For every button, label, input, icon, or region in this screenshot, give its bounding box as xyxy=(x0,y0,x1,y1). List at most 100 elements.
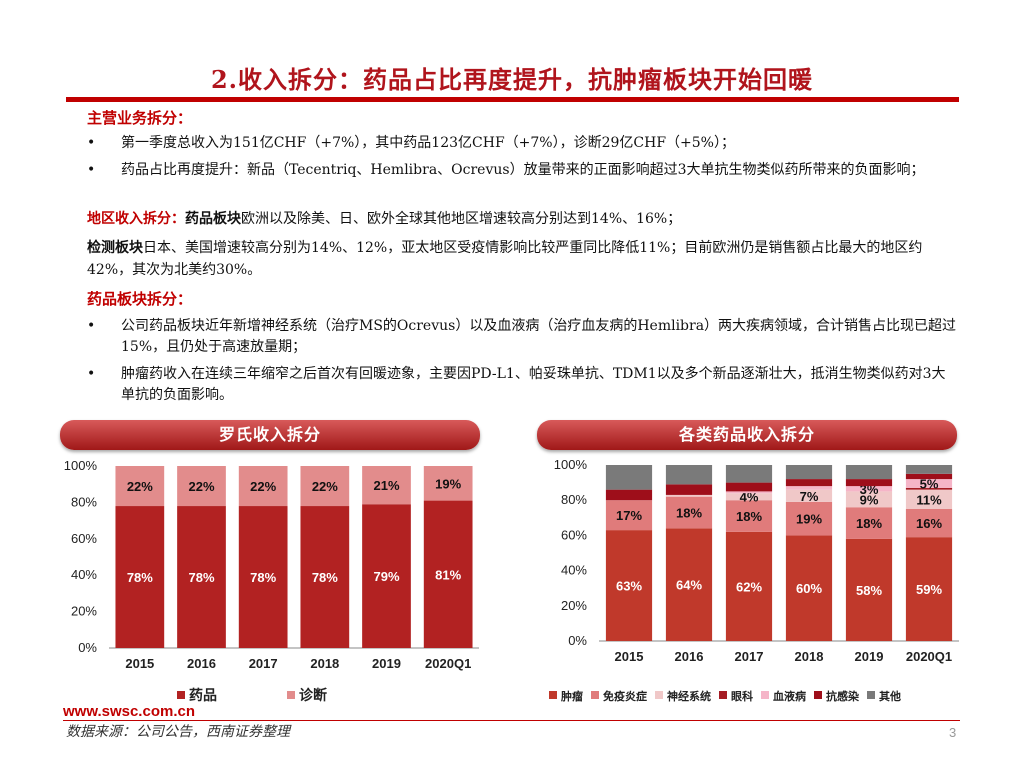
bar-segment xyxy=(785,501,833,536)
bar-segment xyxy=(845,486,893,492)
bullet-dot: • xyxy=(87,162,96,178)
data-label: 22% xyxy=(312,479,338,494)
legend-swatch xyxy=(867,691,875,699)
bar-segment xyxy=(177,506,226,648)
bar-segment xyxy=(725,465,773,483)
y-tick-label: 60% xyxy=(71,531,97,546)
region-diag-label: 检测板块 xyxy=(87,240,143,256)
x-tick-label: 2015 xyxy=(125,656,154,671)
data-label: 18% xyxy=(856,516,882,531)
x-tick-label: 2020Q1 xyxy=(906,649,952,664)
legend-label: 眼科 xyxy=(731,689,753,703)
chart-roche-revenue: 0% 20% 40% 60% 80% 100% 78% 22% 2015 78% 22% 2016 78… xyxy=(64,458,479,704)
legend-swatch xyxy=(814,691,822,699)
pharma-heading: 药品板块拆分： xyxy=(87,290,193,308)
bar-segment xyxy=(665,494,713,497)
bar-segment xyxy=(362,504,411,648)
data-label: 78% xyxy=(127,570,153,585)
slide-title: 2.收入拆分：药品占比再度提升，抗肿瘤板块开始回暖 xyxy=(210,65,814,94)
data-label: 7% xyxy=(800,489,819,504)
legend-label: 其他 xyxy=(879,689,901,703)
y-tick-label: 0% xyxy=(568,633,587,648)
x-tick-label: 2019 xyxy=(372,656,401,671)
data-label: 63% xyxy=(616,579,642,594)
y-tick-label: 100% xyxy=(64,458,98,473)
legend-swatch xyxy=(591,691,599,699)
chart-pharma-breakdown: 0% 20% 40% 60% 80% 100% 63% 17% 2015 64% 18% 2016 62… xyxy=(549,457,959,703)
bar-segment xyxy=(605,465,653,490)
data-label: 59% xyxy=(916,582,942,597)
x-tick-label: 2018 xyxy=(310,656,339,671)
data-label: 60% xyxy=(796,581,822,596)
region-diag-text: 日本、美国增速较高分别为14%、12%，亚太地区受疫情影响比较严重同比降低11%… xyxy=(87,240,923,278)
legend-label: 免疫炎症 xyxy=(603,689,647,703)
bar-segment xyxy=(300,466,350,507)
data-label: 64% xyxy=(676,578,702,593)
bar-segment xyxy=(423,466,473,501)
x-tick-label: 2017 xyxy=(735,649,764,664)
region-pharma-text: 欧洲以及除美、日、欧外全球其他地区增速较高分别达到14%、16%； xyxy=(241,211,682,227)
bar-segment xyxy=(665,465,713,485)
bar-segment xyxy=(845,491,893,508)
bar-segment xyxy=(785,465,833,480)
bullet-dot: • xyxy=(87,135,96,151)
bullet-text: 第一季度总收入为151亿CHF（+7%），其中药品123亿CHF（+7%），诊断… xyxy=(121,135,735,151)
x-tick-label: 2019 xyxy=(855,649,884,664)
footer-url[interactable]: www.swsc.com.cn xyxy=(63,703,195,720)
x-tick-label: 2017 xyxy=(249,656,278,671)
bullet-dot: • xyxy=(87,318,96,334)
region-pharma-label: 药品板块 xyxy=(185,211,241,227)
bar-segment xyxy=(785,479,833,487)
bar-segment xyxy=(605,489,653,501)
bar-segment xyxy=(905,489,953,509)
data-label: 81% xyxy=(435,567,461,582)
banner-left: 罗氏收入拆分 xyxy=(60,420,480,450)
y-tick-label: 100% xyxy=(554,457,588,472)
legend-swatch xyxy=(549,691,557,699)
bullet-text: 药品占比再度提升：新品（Tecentriq、Hemlibra、Ocrevus）放… xyxy=(121,162,925,178)
y-tick-label: 20% xyxy=(561,598,587,613)
title-underline xyxy=(66,97,959,102)
data-label: 58% xyxy=(856,583,882,598)
legend-swatch xyxy=(177,691,185,699)
region-heading: 地区收入拆分： xyxy=(87,211,185,227)
footer-divider xyxy=(63,720,960,721)
bar-segment xyxy=(725,531,773,641)
bar-segment xyxy=(845,465,893,480)
bullet-text: 公司药品板块近年新增神经系统（治疗MS的Ocrevus）以及血液病（治疗血友病的… xyxy=(121,318,957,355)
bullet-text: 肿瘤药收入在连续三年缩窄之后首次有回暖迹象，主要因PD-L1、帕妥珠单抗、TDM… xyxy=(121,366,946,403)
bar-segment xyxy=(845,538,893,641)
y-tick-label: 60% xyxy=(561,527,587,542)
business-heading: 主营业务拆分： xyxy=(87,109,193,127)
footer-source: 数据来源：公司公告，西南证券整理 xyxy=(66,724,290,740)
bar-segment xyxy=(300,506,350,648)
data-label: 4% xyxy=(740,490,759,505)
data-label: 11% xyxy=(916,492,942,507)
bar-segment xyxy=(665,528,713,641)
data-label: 79% xyxy=(373,569,399,584)
page-number: 3 xyxy=(949,725,957,740)
bar-segment xyxy=(238,506,288,648)
region-diag-line: 检测板块日本、美国增速较高分别为14%、12%，亚太地区受疫情影响比较严重同比降… xyxy=(87,237,957,281)
bar-segment xyxy=(785,489,833,502)
y-tick-label: 40% xyxy=(71,567,97,582)
data-label: 78% xyxy=(188,570,214,585)
data-label: 18% xyxy=(676,506,702,521)
legend-swatch xyxy=(719,691,727,699)
bar-segment xyxy=(423,500,473,648)
bar-segment xyxy=(362,466,411,505)
legend-label: 药品 xyxy=(189,687,217,704)
data-label: 22% xyxy=(188,479,214,494)
bullet-dot: • xyxy=(87,366,96,382)
bar-segment xyxy=(115,506,165,648)
data-label: 17% xyxy=(616,508,642,523)
bar-segment xyxy=(905,479,953,488)
bar-segment xyxy=(845,479,893,487)
bar-segment xyxy=(725,493,773,501)
legend-swatch xyxy=(655,691,663,699)
banner-right: 各类药品收入拆分 xyxy=(537,420,957,450)
bar-segment xyxy=(785,486,833,490)
bar-segment xyxy=(177,466,226,507)
bar-segment xyxy=(725,500,773,532)
legend-label: 肿瘤 xyxy=(561,689,583,703)
